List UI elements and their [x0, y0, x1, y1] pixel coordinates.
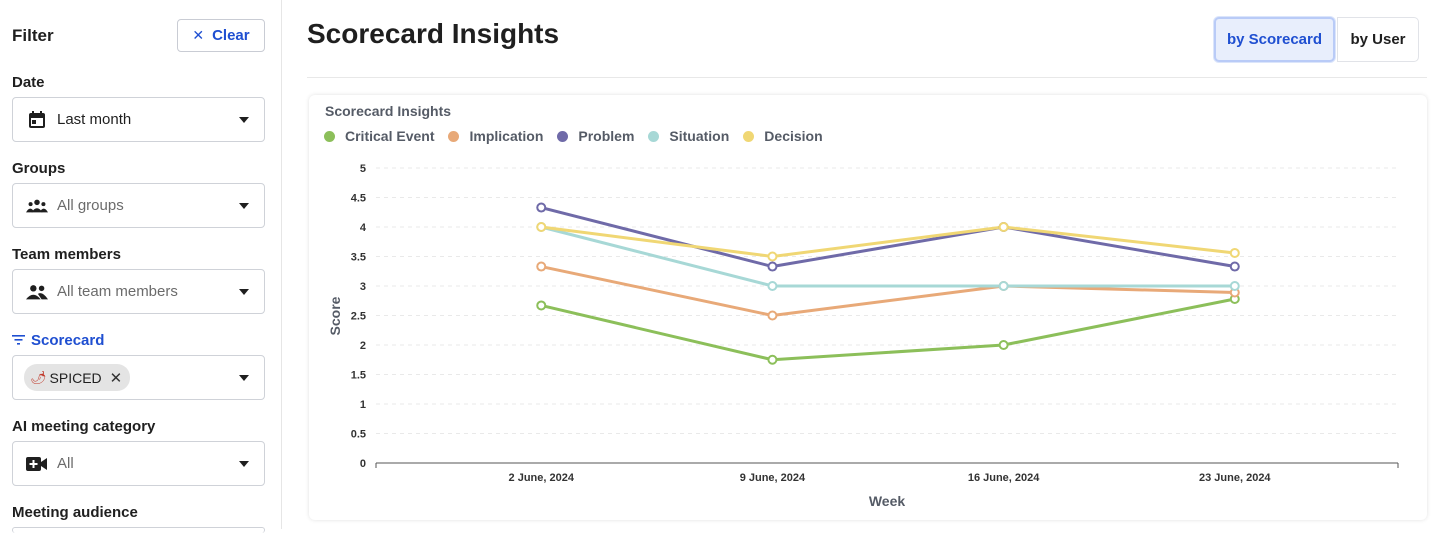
team-members-label: Team members	[12, 246, 121, 263]
series-line	[540, 225, 1235, 288]
legend-dot	[557, 130, 569, 142]
clear-button[interactable]: ✕ Clear	[177, 19, 265, 52]
ai-category-placeholder: All	[57, 455, 74, 472]
chevron-down-icon	[239, 461, 249, 467]
y-axis-label: Score	[327, 296, 343, 335]
series-line	[540, 265, 1235, 317]
filter-sidebar: Filter ✕ Clear Date Last month Groups Al…	[0, 0, 282, 533]
legend-label: Decision	[764, 128, 823, 144]
groups-placeholder: All groups	[57, 197, 124, 214]
data-point	[536, 261, 547, 272]
scorecard-chip: 🌶 SPICED ✕	[24, 364, 131, 391]
data-point	[998, 340, 1009, 350]
scorecard-label-text: Scorecard	[31, 332, 105, 349]
data-point	[998, 281, 1009, 291]
data-point	[767, 281, 778, 291]
meeting-audience-label: Meeting audience	[12, 504, 138, 521]
y-tick-label: 0	[360, 458, 366, 470]
legend-label: Implication	[469, 128, 544, 144]
legend-item[interactable]: Decision	[743, 128, 823, 144]
y-tick-label: 0.5	[351, 429, 366, 441]
data-point	[1229, 247, 1240, 258]
chart-title: Scorecard Insights	[325, 103, 452, 119]
x-tick-label: 2 June, 2024	[509, 472, 575, 484]
y-tick-label: 4	[360, 222, 367, 234]
x-axis-label: Week	[869, 493, 906, 509]
legend-dot	[448, 130, 460, 142]
scorecard-label: Scorecard	[12, 332, 104, 349]
legend-label: Situation	[669, 128, 730, 144]
y-tick-label: 3.5	[351, 252, 366, 264]
groups-icon	[26, 195, 48, 217]
clear-label: Clear	[212, 27, 250, 44]
y-tick-label: 2.5	[351, 311, 366, 323]
data-point	[767, 310, 778, 321]
chart-card	[309, 95, 1427, 520]
data-point	[536, 300, 547, 311]
data-point	[536, 202, 547, 213]
legend-label: Problem	[578, 128, 635, 144]
scorecard-chip-label: SPICED	[49, 369, 102, 386]
legend-dot	[324, 130, 335, 142]
page-title: Scorecard Insights	[307, 18, 560, 49]
filter-icon	[12, 332, 25, 349]
groups-select[interactable]: All groups	[12, 183, 265, 228]
calendar-icon	[26, 109, 48, 131]
date-value: Last month	[57, 111, 132, 128]
chevron-down-icon	[239, 117, 249, 123]
x-tick-label: 16 June, 2024	[968, 472, 1040, 484]
series-line	[541, 225, 1235, 258]
data-point	[767, 251, 778, 262]
series-line	[540, 297, 1236, 362]
filter-title: Filter	[12, 26, 54, 45]
data-point	[998, 222, 1009, 232]
team-members-select[interactable]: All team members	[12, 269, 265, 314]
chevron-down-icon	[239, 289, 249, 295]
data-point	[1229, 281, 1240, 291]
video-plus-icon	[26, 453, 48, 475]
ai-category-select[interactable]: All	[12, 441, 265, 486]
y-tick-label: 5	[360, 163, 366, 175]
y-tick-label: 2	[360, 340, 366, 352]
date-select[interactable]: Last month	[12, 97, 265, 142]
team-members-placeholder: All team members	[57, 283, 178, 300]
close-icon: ✕	[192, 27, 205, 43]
groups-label: Groups	[12, 160, 66, 177]
y-tick-label: 1	[360, 399, 366, 411]
ai-category-label: AI meeting category	[12, 418, 156, 435]
legend-item[interactable]: Situation	[648, 128, 729, 144]
legend-item[interactable]: Implication	[448, 128, 543, 144]
header-divider	[307, 77, 1427, 78]
x-tick-label: 23 June, 2024	[1199, 472, 1271, 484]
data-point	[767, 354, 778, 365]
by-user-toggle[interactable]: by User	[1337, 17, 1419, 62]
chevron-down-icon	[239, 375, 249, 381]
x-tick-label: 9 June, 2024	[740, 472, 806, 484]
y-tick-label: 4.5	[351, 193, 366, 205]
data-point	[767, 261, 778, 272]
chili-pepper-icon: 🌶	[30, 369, 47, 385]
legend-item[interactable]: Critical Event	[324, 128, 434, 144]
y-tick-label: 1.5	[351, 370, 366, 382]
legend-item[interactable]: Problem	[557, 128, 634, 144]
people-icon	[26, 281, 48, 303]
chevron-down-icon	[239, 203, 249, 209]
series-line	[540, 206, 1236, 269]
legend-dot	[648, 130, 660, 142]
legend-dot	[743, 130, 755, 142]
legend-label: Critical Event	[345, 128, 435, 144]
scorecard-select[interactable]: 🌶 SPICED ✕	[12, 355, 265, 400]
chip-remove-icon[interactable]: ✕	[109, 369, 123, 387]
date-label: Date	[12, 74, 45, 91]
chart-legend: Critical Event Implication Problem Situatio…	[324, 128, 823, 144]
y-tick-label: 3	[360, 281, 366, 293]
by-scorecard-toggle[interactable]: by Scorecard	[1214, 17, 1335, 62]
data-point	[1229, 261, 1240, 272]
data-point	[536, 222, 547, 232]
